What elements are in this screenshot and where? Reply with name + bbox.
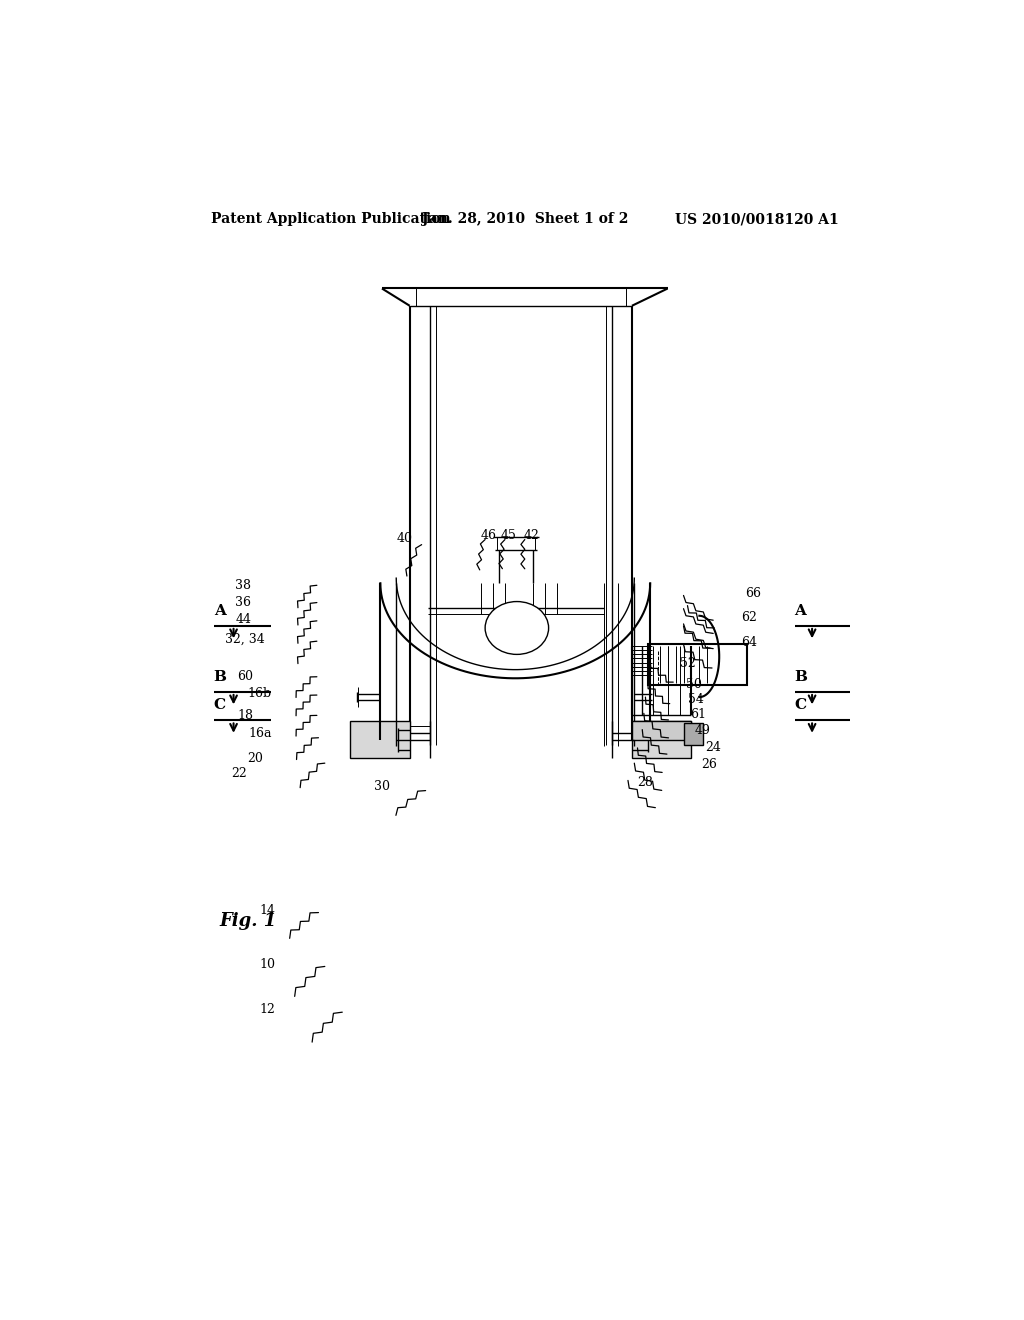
Text: 44: 44 xyxy=(236,614,251,627)
Text: C: C xyxy=(214,698,226,713)
Text: C: C xyxy=(795,698,807,713)
Text: 62: 62 xyxy=(740,611,757,624)
Text: 16b: 16b xyxy=(247,686,271,700)
Text: US 2010/0018120 A1: US 2010/0018120 A1 xyxy=(675,213,839,227)
Text: 18: 18 xyxy=(238,709,254,722)
Ellipse shape xyxy=(485,602,549,655)
Text: 46: 46 xyxy=(481,529,497,543)
Text: 28: 28 xyxy=(638,776,653,789)
Text: 36: 36 xyxy=(236,597,251,609)
Text: 45: 45 xyxy=(501,529,517,543)
Text: 60: 60 xyxy=(238,671,254,684)
Text: 66: 66 xyxy=(745,587,762,599)
Text: 26: 26 xyxy=(701,758,717,771)
Text: A: A xyxy=(214,603,225,618)
Text: 32, 34: 32, 34 xyxy=(225,632,264,645)
Text: 52: 52 xyxy=(680,657,695,671)
Text: 49: 49 xyxy=(694,725,711,737)
Polygon shape xyxy=(632,722,691,739)
Polygon shape xyxy=(350,722,410,758)
Text: Jan. 28, 2010  Sheet 1 of 2: Jan. 28, 2010 Sheet 1 of 2 xyxy=(422,213,628,227)
Text: B: B xyxy=(795,669,808,684)
Text: 61: 61 xyxy=(690,708,706,721)
Text: 24: 24 xyxy=(705,742,721,755)
Text: 16a: 16a xyxy=(249,727,272,741)
Bar xyxy=(648,644,748,685)
Text: 10: 10 xyxy=(259,958,274,972)
Text: 30: 30 xyxy=(374,780,390,793)
Text: 42: 42 xyxy=(523,529,539,543)
Text: 54: 54 xyxy=(688,693,705,706)
Text: 14: 14 xyxy=(259,904,274,917)
Text: Fig. 1: Fig. 1 xyxy=(219,912,276,929)
Text: 12: 12 xyxy=(259,1003,274,1015)
Text: 20: 20 xyxy=(247,751,263,764)
Text: A: A xyxy=(795,603,807,618)
Bar xyxy=(684,722,703,744)
Text: 22: 22 xyxy=(231,767,247,780)
Text: 50: 50 xyxy=(686,678,701,692)
Text: 38: 38 xyxy=(236,578,251,591)
Text: 40: 40 xyxy=(396,532,413,545)
Text: 64: 64 xyxy=(740,636,757,648)
Text: Patent Application Publication: Patent Application Publication xyxy=(211,213,451,227)
Text: B: B xyxy=(214,669,226,684)
Polygon shape xyxy=(632,722,691,758)
